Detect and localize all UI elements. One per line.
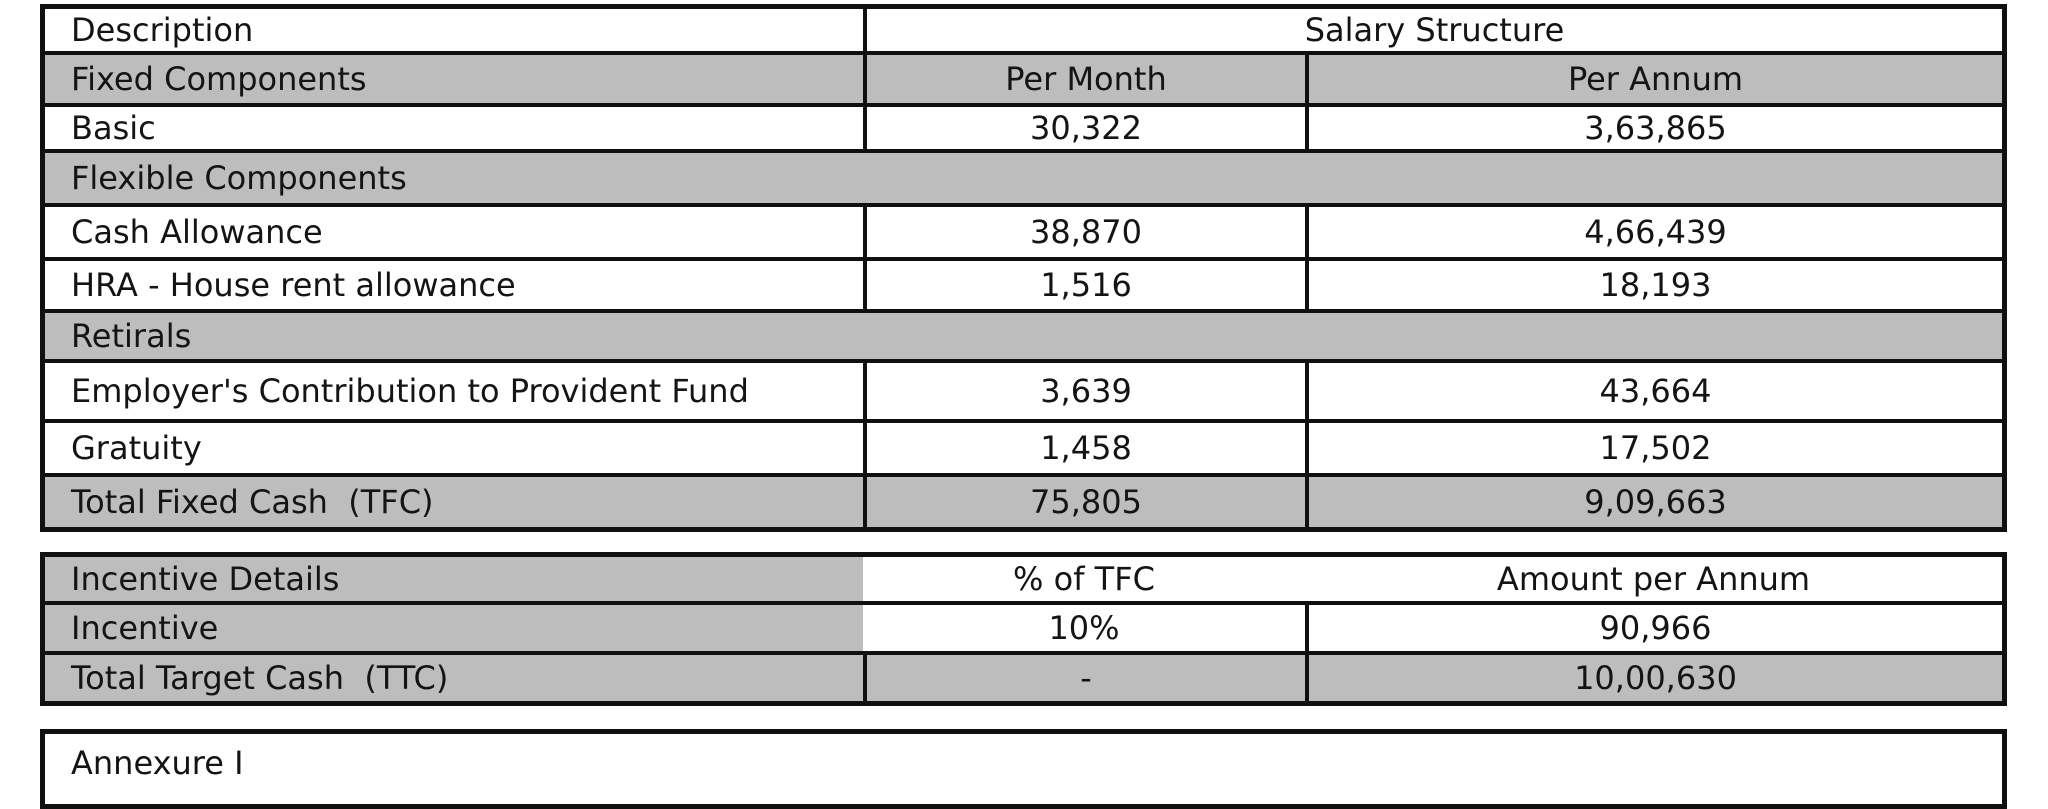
per-month-column-header: Per Month (863, 55, 1305, 103)
table-row-provident-fund: Employer's Contribution to Provident Fun… (45, 359, 2002, 419)
salary-structure-table: Description Salary Structure Fixed Compo… (40, 4, 2007, 532)
flexible-components-section-label: Flexible Components (45, 153, 2002, 203)
provident-fund-per-month-value: 3,639 (863, 363, 1305, 419)
annexure-box: Annexure I (40, 729, 2007, 809)
total-target-cash-percent-value: - (863, 655, 1305, 701)
table-row-incentive-header: Incentive Details % of TFC Amount per An… (45, 557, 2002, 601)
table-row-hra: HRA - House rent allowance 1,516 18,193 (45, 257, 2002, 309)
total-fixed-cash-per-annum-value: 9,09,663 (1305, 477, 2002, 527)
table-row-gratuity: Gratuity 1,458 17,502 (45, 419, 2002, 473)
percent-of-tfc-column-header: % of TFC (863, 557, 1305, 601)
incentive-amount-value: 90,966 (1305, 605, 2002, 651)
table-row-retirals: Retirals (45, 309, 2002, 359)
description-header-cell: Description (45, 9, 863, 51)
gratuity-label: Gratuity (45, 423, 863, 473)
incentive-details-table: Incentive Details % of TFC Amount per An… (40, 552, 2007, 706)
gratuity-per-month-value: 1,458 (863, 423, 1305, 473)
provident-fund-per-annum-value: 43,664 (1305, 363, 2002, 419)
total-target-cash-amount-value: 10,00,630 (1305, 655, 2002, 701)
cash-allowance-per-annum-value: 4,66,439 (1305, 207, 2002, 257)
fixed-components-section-label: Fixed Components (45, 55, 863, 103)
table-row-total-fixed-cash: Total Fixed Cash (TFC) 75,805 9,09,663 (45, 473, 2002, 527)
total-fixed-cash-per-month-value: 75,805 (863, 477, 1305, 527)
hra-label: HRA - House rent allowance (45, 261, 863, 309)
amount-per-annum-column-header: Amount per Annum (1305, 557, 2002, 601)
incentive-details-section-label: Incentive Details (45, 557, 863, 601)
table-row-flexible-components: Flexible Components (45, 149, 2002, 203)
table-row-header: Description Salary Structure (45, 9, 2002, 51)
total-target-cash-label: Total Target Cash (TTC) (45, 655, 863, 701)
annexure-title: Annexure I (71, 744, 244, 782)
incentive-label: Incentive (45, 605, 863, 651)
hra-per-annum-value: 18,193 (1305, 261, 2002, 309)
table-row-basic: Basic 30,322 3,63,865 (45, 103, 2002, 149)
cash-allowance-per-month-value: 38,870 (863, 207, 1305, 257)
hra-per-month-value: 1,516 (863, 261, 1305, 309)
table-row-cash-allowance: Cash Allowance 38,870 4,66,439 (45, 203, 2002, 257)
total-fixed-cash-label: Total Fixed Cash (TFC) (45, 477, 863, 527)
cash-allowance-label: Cash Allowance (45, 207, 863, 257)
table-row-fixed-components: Fixed Components Per Month Per Annum (45, 51, 2002, 103)
table-row-total-target-cash: Total Target Cash (TTC) - 10,00,630 (45, 651, 2002, 701)
provident-fund-label: Employer's Contribution to Provident Fun… (45, 363, 863, 419)
basic-label: Basic (45, 107, 863, 149)
incentive-percent-value: 10% (863, 605, 1305, 651)
gratuity-per-annum-value: 17,502 (1305, 423, 2002, 473)
retirals-section-label: Retirals (45, 313, 2002, 359)
per-annum-column-header: Per Annum (1305, 55, 2002, 103)
basic-per-annum-value: 3,63,865 (1305, 107, 2002, 149)
table-row-incentive: Incentive 10% 90,966 (45, 601, 2002, 651)
salary-structure-header-cell: Salary Structure (863, 9, 2002, 51)
basic-per-month-value: 30,322 (863, 107, 1305, 149)
